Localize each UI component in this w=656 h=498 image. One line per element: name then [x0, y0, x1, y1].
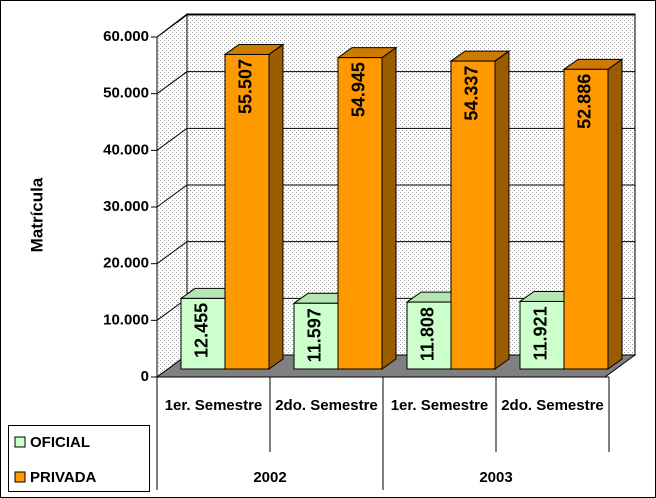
bar: [337, 57, 383, 370]
y-tick-label: 30.000: [103, 198, 149, 215]
group-label: 2002: [253, 469, 287, 486]
bar: [563, 68, 609, 370]
y-tick-label: 60.000: [103, 28, 149, 45]
value-label: 11.597: [305, 308, 325, 362]
value-label: 54.337: [462, 66, 482, 121]
value-label: 12.455: [192, 303, 212, 358]
x-tick-label: 2do. Semestre: [275, 397, 378, 414]
bar-side: [381, 46, 397, 370]
legend-box: [8, 425, 150, 492]
bar: [450, 60, 496, 370]
legend-swatch: [14, 471, 26, 483]
y-tick-label: 20.000: [103, 255, 149, 272]
value-label: 55.507: [236, 59, 256, 114]
bar: [406, 301, 452, 370]
value-label: 11.808: [418, 307, 438, 361]
bar: [293, 302, 339, 370]
bar-side: [607, 58, 623, 370]
bar: [180, 297, 226, 370]
x-tick-label: 1er. Semestre: [164, 397, 263, 414]
bar-side: [494, 50, 510, 370]
x-tick-label: 1er. Semestre: [390, 397, 489, 414]
value-label: 54.945: [349, 62, 369, 117]
x-tick-label: 2do. Semestre: [501, 397, 604, 414]
legend-label: OFICIAL: [30, 434, 90, 451]
value-label: 11.921: [531, 306, 551, 360]
legend-label: PRIVADA: [30, 469, 97, 486]
y-tick-label: 40.000: [103, 141, 149, 158]
y-tick-label: 10.000: [103, 311, 149, 328]
y-tick-label: 50.000: [103, 85, 149, 102]
y-axis-title: Matrícula: [27, 177, 46, 252]
group-label: 2003: [479, 469, 513, 486]
legend-swatch: [14, 436, 26, 448]
bar-side: [268, 43, 284, 370]
value-label: 52.886: [575, 74, 595, 129]
y-tick-label: 0: [141, 368, 149, 385]
grid-line: [156, 14, 635, 38]
bar: [224, 53, 270, 370]
